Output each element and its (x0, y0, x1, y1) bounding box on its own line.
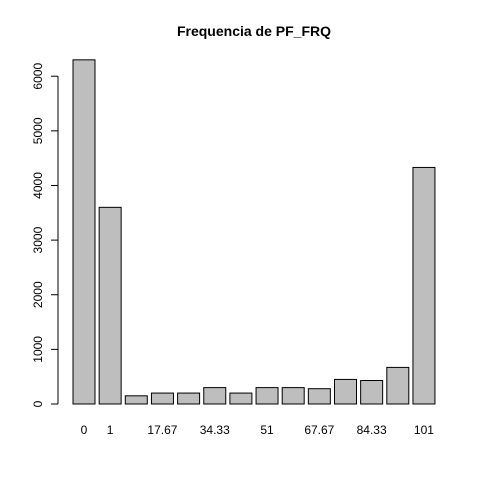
bar (72, 59, 96, 405)
bar (334, 378, 357, 405)
y-tick-label: 3000 (31, 226, 45, 253)
bar (255, 387, 279, 405)
bar (98, 206, 122, 405)
y-tick-label: 4000 (31, 172, 45, 199)
bar (150, 392, 174, 405)
bar (412, 166, 436, 405)
bar (386, 366, 410, 405)
x-tick-label: 1 (107, 423, 114, 437)
x-tick-label: 51 (260, 423, 274, 437)
x-tick-label: 84.33 (357, 423, 387, 437)
x-tick-label: 0 (81, 423, 88, 437)
y-tick-label: 2000 (31, 281, 45, 308)
y-tick-label: 0 (31, 400, 45, 407)
x-tick-label: 101 (414, 423, 434, 437)
y-tick-label: 6000 (31, 63, 45, 90)
x-tick-label: 67.67 (304, 423, 334, 437)
bar (360, 380, 384, 405)
y-tick-label: 1000 (31, 336, 45, 363)
x-tick-label: 17.67 (147, 423, 177, 437)
bar (124, 395, 148, 405)
bars-group (72, 59, 436, 405)
y-tick-label: 5000 (31, 117, 45, 144)
y-axis: 0 1000 2000 3000 4000 5000 6000 (31, 63, 59, 407)
bar (281, 387, 305, 405)
bar (307, 388, 331, 405)
bar (203, 387, 227, 405)
x-tick-labels: 0 1 17.67 34.33 51 67.67 84.33 101 (81, 423, 435, 437)
bar (229, 392, 253, 405)
x-tick-label: 34.33 (200, 423, 230, 437)
chart-title: Frequencia de PF_FRQ (177, 23, 331, 39)
bar (177, 392, 201, 405)
